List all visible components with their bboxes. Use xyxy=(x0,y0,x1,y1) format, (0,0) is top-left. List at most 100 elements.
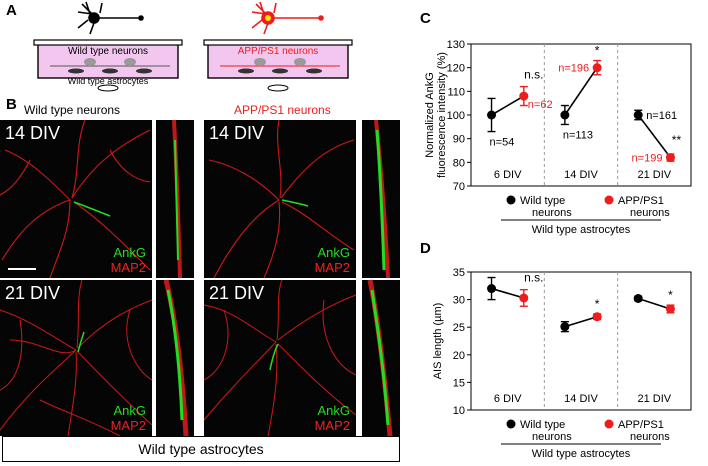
connector-line xyxy=(637,297,671,310)
col-title-wild-type: Wild type neurons xyxy=(24,103,121,117)
data-point xyxy=(487,110,497,120)
right-dish-top-label: APP/PS1 neurons xyxy=(238,46,319,57)
group-label: 6 DIV xyxy=(494,393,522,405)
data-point xyxy=(560,322,570,332)
n-label: n=196 xyxy=(558,63,589,75)
y-tick-label: 90 xyxy=(453,134,465,146)
y-tick-label: 110 xyxy=(447,86,465,98)
panel-c-letter: C xyxy=(420,10,431,27)
micrograph-app-14div: 14 DIV AnkG MAP2 xyxy=(204,120,356,278)
legend-caption: Wild type astrocytes xyxy=(532,448,631,460)
panel-d-letter: D xyxy=(420,240,431,257)
row1-div-label: 14 DIV xyxy=(5,123,61,143)
significance-mark: n.s. xyxy=(524,271,543,285)
row2-div-label: 21 DIV xyxy=(5,283,61,303)
ankg-label: AnkG xyxy=(317,403,350,418)
right-culture-dish xyxy=(203,39,353,92)
data-point xyxy=(560,110,570,120)
y-tick-label: 80 xyxy=(453,157,465,169)
row1-div-label: 14 DIV xyxy=(209,123,265,143)
panel-a-letter: A xyxy=(6,2,17,19)
legend-label: Wild type xyxy=(520,419,565,431)
n-label: n=113 xyxy=(563,129,593,141)
n-label: n=54 xyxy=(490,137,515,149)
y-tick-label: 30 xyxy=(453,295,465,307)
legend-label: neurons xyxy=(630,207,670,219)
data-point xyxy=(519,293,529,303)
group-label: 21 DIV xyxy=(638,169,672,181)
wild-type-neuron-icon xyxy=(77,1,144,35)
significance-mark: n.s. xyxy=(524,68,543,82)
legend-label: APP/PS1 xyxy=(618,195,664,207)
legend-label: APP/PS1 xyxy=(618,419,664,431)
left-dish-top-label: Wild type neurons xyxy=(68,46,148,57)
data-point xyxy=(665,153,675,163)
chart-d: 10 15 20 25 30 35 AIS length (µm) 6 DIV 14 DIV 21… xyxy=(432,267,692,460)
y-tick-label: 15 xyxy=(453,377,465,389)
y-tick-label: 20 xyxy=(453,350,465,362)
map2-label: MAP2 xyxy=(110,418,146,433)
micrograph-app-21div: 21 DIV AnkG MAP2 xyxy=(204,280,356,436)
legend-marker xyxy=(506,195,516,205)
legend-caption: Wild type astrocytes xyxy=(532,224,631,236)
connector-line xyxy=(564,315,598,328)
ankg-label: AnkG xyxy=(317,245,350,260)
inset-app-21div xyxy=(362,280,400,436)
y-axis-label: AIS length (µm) xyxy=(432,303,444,380)
legend-marker xyxy=(506,419,516,429)
n-label: n=62 xyxy=(528,99,553,111)
map2-label: MAP2 xyxy=(314,260,350,275)
data-point xyxy=(665,304,675,314)
col-title-app-ps1: APP/PS1 neurons xyxy=(234,103,331,117)
map2-label: MAP2 xyxy=(110,260,146,275)
y-axis-label: fluorescence intensity (%) xyxy=(436,52,448,178)
ankg-label: AnkG xyxy=(113,245,146,260)
inset-wt-14div xyxy=(156,120,194,278)
group-label: 21 DIV xyxy=(638,393,672,405)
left-culture-dish xyxy=(33,39,183,92)
micrograph-wt-14div: 14 DIV AnkG MAP2 xyxy=(0,120,152,278)
legend-marker xyxy=(604,195,614,205)
app-ps1-neuron-icon xyxy=(251,1,324,35)
significance-mark: * xyxy=(595,297,600,311)
y-tick-label: 35 xyxy=(453,267,465,279)
astrocytes-caption-box: Wild type astrocytes xyxy=(2,436,400,462)
connector-line xyxy=(491,95,525,116)
y-tick-label: 70 xyxy=(453,181,465,193)
y-axis-label: Normalized AnkG xyxy=(424,72,436,158)
data-point xyxy=(633,293,643,303)
significance-mark: * xyxy=(595,44,600,58)
ankg-label: AnkG xyxy=(113,403,146,418)
n-label: n=161 xyxy=(646,110,677,122)
connector-line xyxy=(564,67,598,116)
inset-app-14div xyxy=(362,120,400,278)
data-point xyxy=(487,284,497,294)
connector-line xyxy=(491,287,525,299)
group-label: 6 DIV xyxy=(494,169,522,181)
n-label: n=199 xyxy=(632,153,663,165)
panel-a-schematic: Wild type neurons Wild type astrocytes A… xyxy=(33,1,353,92)
inset-wt-21div xyxy=(156,280,194,436)
group-label: 14 DIV xyxy=(564,169,598,181)
row2-div-label: 21 DIV xyxy=(209,283,265,303)
data-point xyxy=(592,312,602,322)
plot-frame xyxy=(470,271,692,411)
map2-label: MAP2 xyxy=(314,418,350,433)
left-dish-bottom-label: Wild type astrocytes xyxy=(68,76,149,86)
y-tick-label: 130 xyxy=(447,39,465,51)
connector-line xyxy=(637,114,672,159)
significance-mark: ** xyxy=(672,133,682,147)
legend-label: Wild type xyxy=(520,195,565,207)
data-point xyxy=(633,110,643,120)
data-point xyxy=(519,91,529,101)
legend-label: neurons xyxy=(630,431,670,443)
group-label: 14 DIV xyxy=(564,393,598,405)
data-point xyxy=(592,63,602,73)
legend-marker xyxy=(604,419,614,429)
legend-label: neurons xyxy=(532,431,572,443)
y-tick-label: 120 xyxy=(447,63,465,75)
panel-b-letter: B xyxy=(6,96,17,113)
y-tick-label: 25 xyxy=(453,322,465,334)
micrograph-wt-21div: 21 DIV AnkG MAP2 xyxy=(0,280,152,436)
y-tick-label: 10 xyxy=(453,405,465,417)
